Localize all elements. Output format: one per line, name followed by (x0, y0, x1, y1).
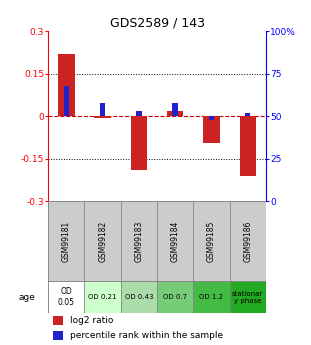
Text: GSM99182: GSM99182 (98, 220, 107, 262)
Text: OD 0.21: OD 0.21 (88, 294, 117, 300)
Bar (53, 316, 63, 325)
Bar (193, 201, 230, 281)
Text: OD 0.7: OD 0.7 (163, 294, 187, 300)
Bar (48, 201, 85, 281)
Text: percentile rank within the sample: percentile rank within the sample (70, 331, 223, 340)
Bar (230, 201, 266, 281)
Text: OD
0.05: OD 0.05 (58, 287, 75, 307)
Bar (121, 201, 157, 281)
Bar (48, 281, 85, 313)
Text: OD 1.2: OD 1.2 (199, 294, 224, 300)
Text: OD 0.43: OD 0.43 (125, 294, 153, 300)
Text: GSM99181: GSM99181 (62, 220, 71, 262)
Bar (85, 201, 121, 281)
Bar (203, 116, 220, 143)
Bar (85, 281, 121, 313)
Bar (121, 281, 157, 313)
Title: GDS2589 / 143: GDS2589 / 143 (109, 17, 205, 30)
Bar (131, 116, 147, 170)
Bar (64, 86, 69, 116)
Text: log2 ratio: log2 ratio (70, 316, 113, 325)
Text: GSM99184: GSM99184 (171, 220, 180, 262)
Text: GSM99183: GSM99183 (134, 220, 143, 262)
Bar (100, 102, 105, 116)
Text: GSM99185: GSM99185 (207, 220, 216, 262)
Bar (173, 102, 178, 116)
Bar (136, 111, 142, 116)
Bar (95, 116, 111, 118)
Text: stationar
y phase: stationar y phase (232, 290, 263, 304)
Text: GSM99186: GSM99186 (243, 220, 252, 262)
Bar (157, 201, 193, 281)
Bar (209, 116, 214, 120)
Bar (193, 281, 230, 313)
Bar (245, 113, 250, 116)
Bar (167, 110, 183, 116)
Bar (230, 281, 266, 313)
Bar (239, 116, 256, 176)
Bar (58, 54, 75, 116)
Bar (157, 281, 193, 313)
Bar (53, 331, 63, 340)
Text: age: age (19, 293, 35, 302)
